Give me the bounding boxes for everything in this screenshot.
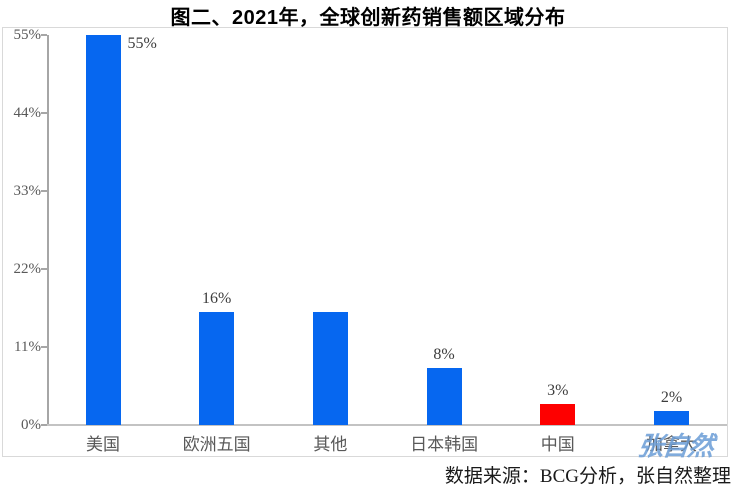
bar-2 [199,311,235,425]
watermark-text: 张自然 [636,432,715,461]
bar-value-label: 8% [433,346,455,364]
bar-value-label: 2% [660,388,683,406]
chart-frame [2,27,728,457]
bar-4 [426,368,462,425]
y-axis-tick-label: 33% [13,183,42,199]
page-title: 图二、2021年，全球创新药销售额区域分布 [170,7,566,29]
source-note: 数据来源：BCG分析，张自然整理 [444,466,731,487]
y-axis-line [47,35,49,425]
y-axis-tick [41,34,47,36]
y-axis-tick-label: 44% [13,105,42,121]
bar-value-label: 3% [547,381,569,399]
y-axis-tick-label: 22% [13,261,42,277]
y-axis-tick [41,424,47,426]
y-axis-tick [41,268,47,270]
x-axis-line [47,424,727,426]
category-label: 中国 [540,435,575,454]
y-axis-tick-label: 0% [21,417,41,433]
category-label: 欧洲五国 [182,435,251,454]
y-axis-tick-label: 11% [14,339,41,355]
bar-value-label: 16% [202,289,232,307]
category-label: 加拿大 [646,435,697,454]
bar-1 [85,35,121,425]
bar-3 [312,311,348,425]
category-label: 日本韩国 [410,435,479,454]
y-axis-tick [41,112,47,114]
y-axis-tick [41,346,47,348]
bar-6 [654,410,689,425]
bar-value-label: 55% [127,35,157,52]
y-axis-tick-label: 55% [13,27,42,43]
bar-5 [540,403,576,425]
category-label: 美国 [86,435,120,454]
category-label: 其他 [313,435,348,454]
y-axis-tick [41,190,47,192]
